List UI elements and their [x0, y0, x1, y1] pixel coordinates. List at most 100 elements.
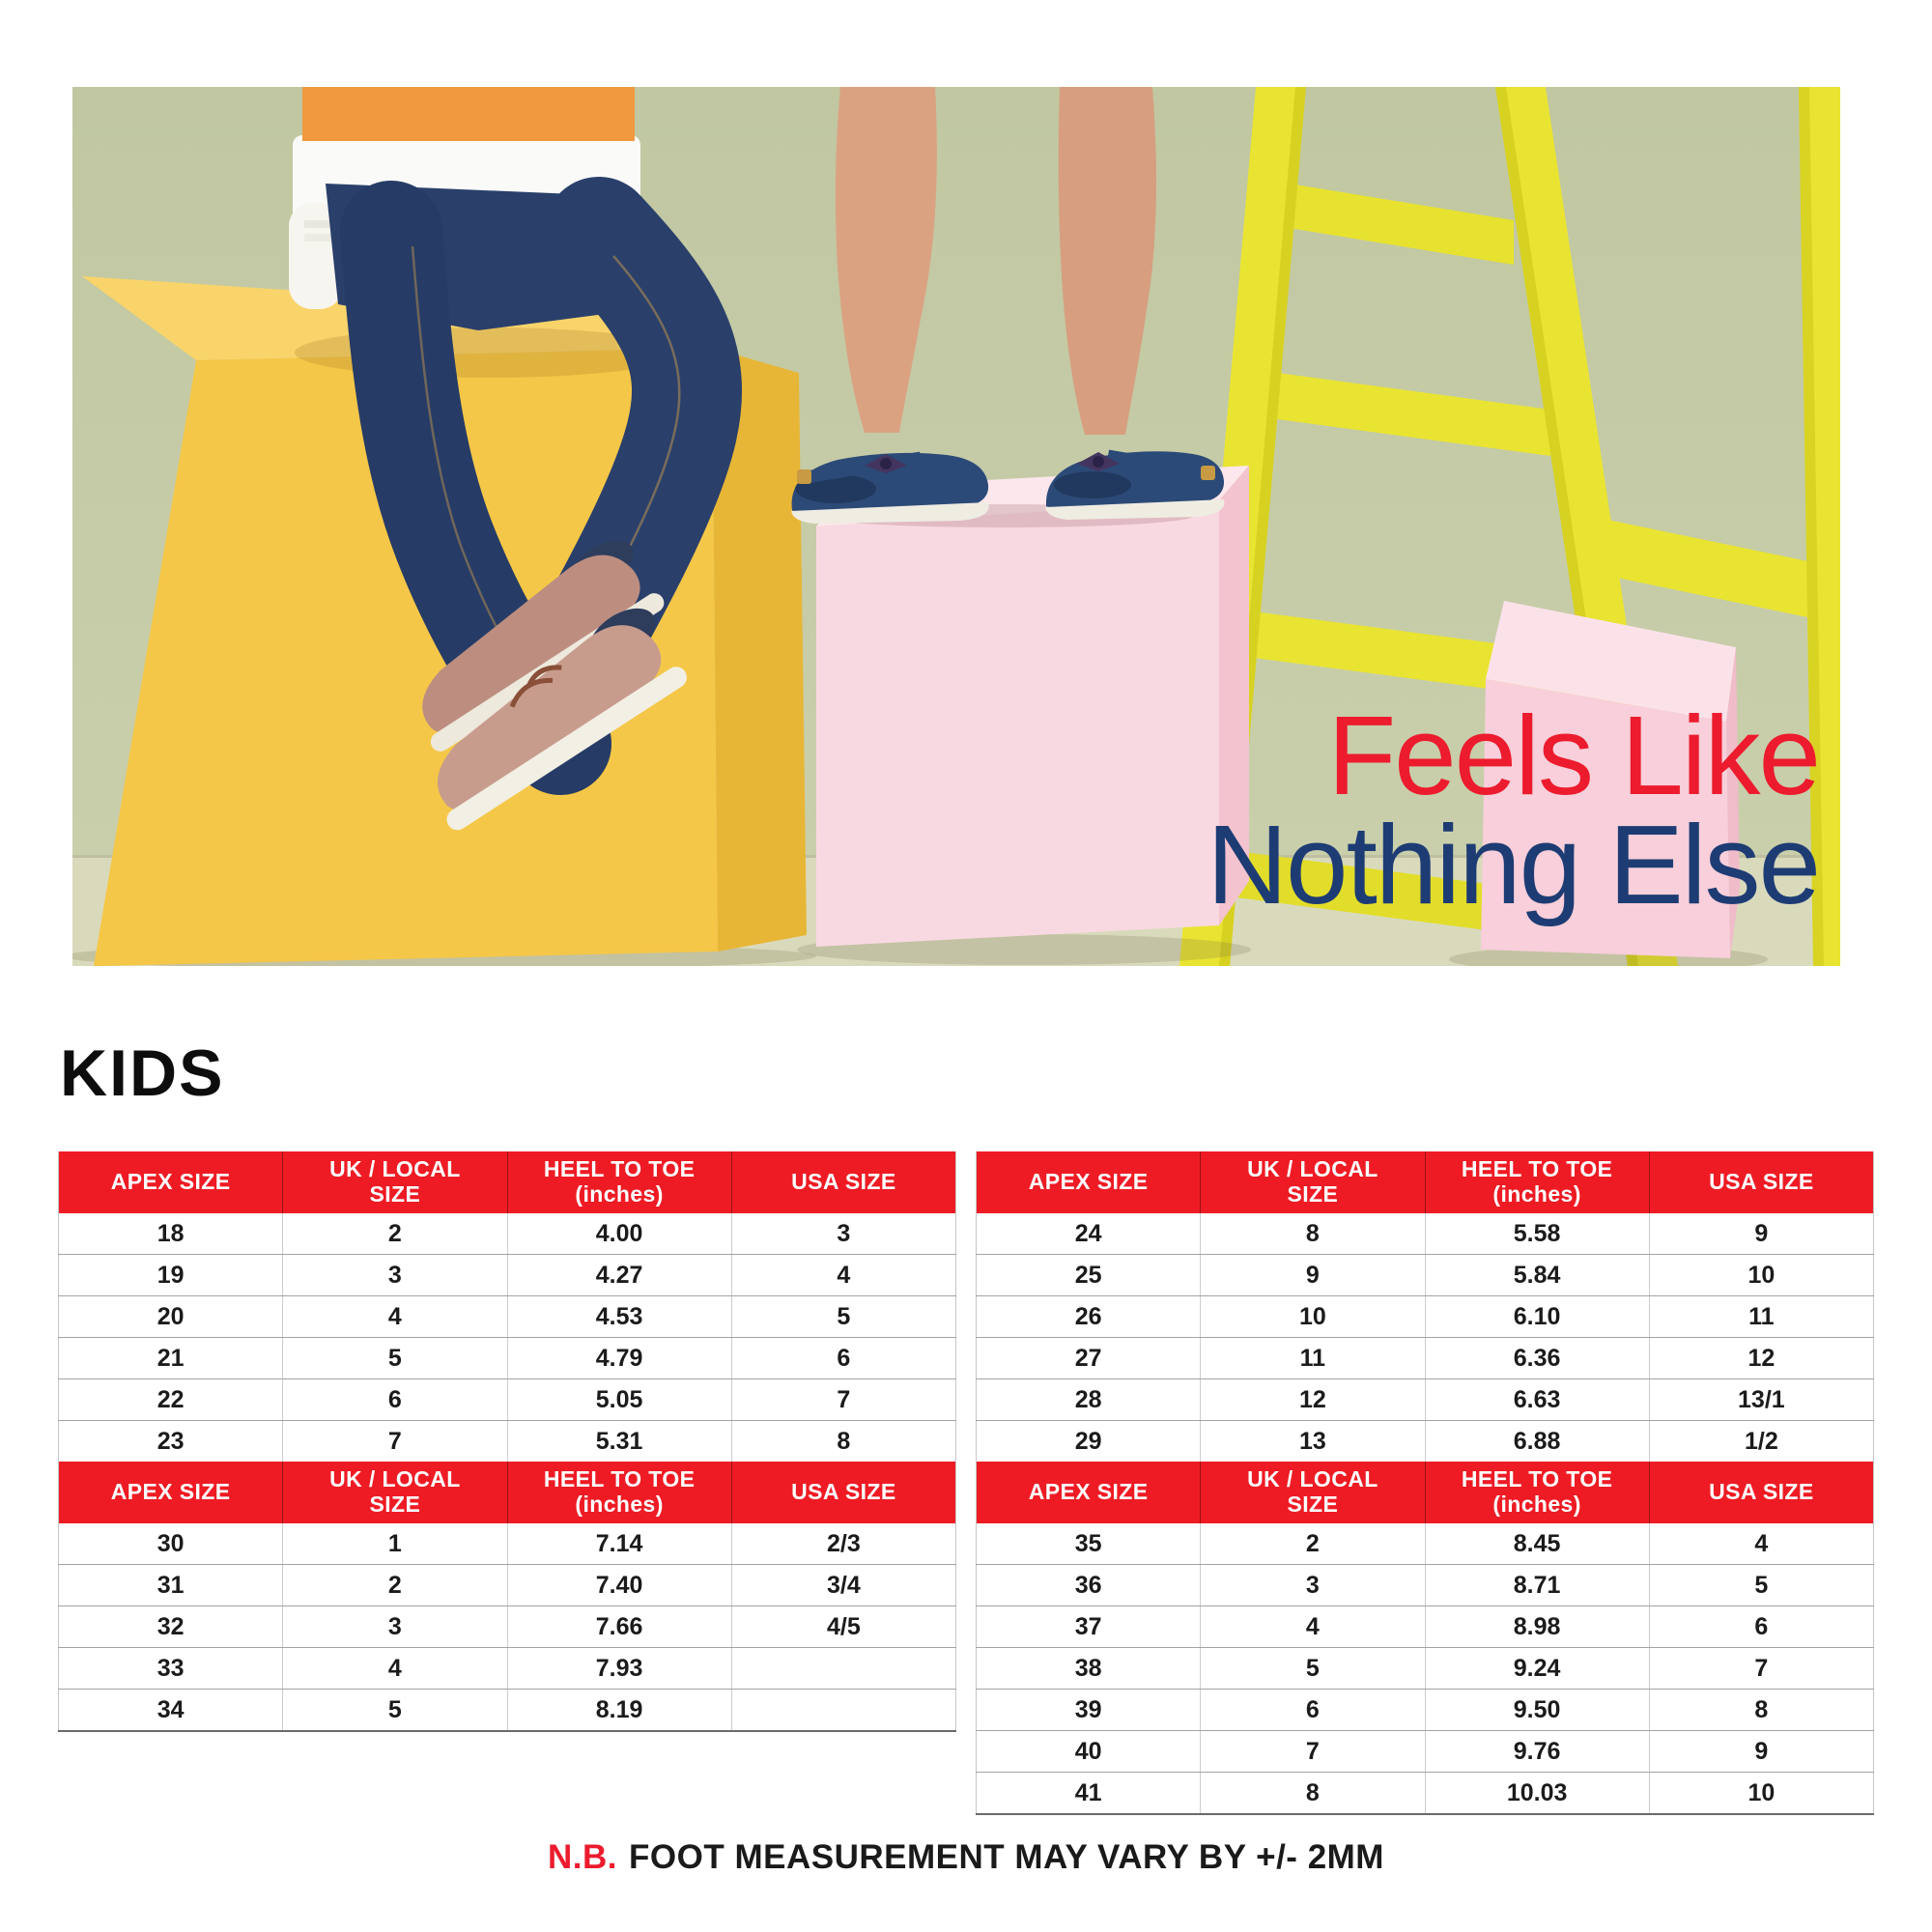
- table-cell: 33: [58, 1647, 283, 1690]
- table-cell: 13: [1200, 1420, 1425, 1463]
- table-cell: 9: [1648, 1213, 1874, 1255]
- buckle: [797, 469, 811, 484]
- table-cell: 6: [1200, 1689, 1425, 1731]
- column-header-line1: USA SIZE: [791, 1479, 896, 1505]
- table-cell: 27: [976, 1337, 1201, 1379]
- table-cell: [730, 1689, 956, 1732]
- table-row: 22 6 5.05 7: [58, 1378, 956, 1421]
- table-cell: 36: [976, 1564, 1201, 1606]
- footnote-text: FOOT MEASUREMENT MAY VARY BY +/- 2MM: [629, 1838, 1384, 1876]
- column-header: HEEL TO TOE (inches): [1424, 1462, 1650, 1523]
- table-cell: 6: [282, 1378, 507, 1421]
- standing-child: [791, 87, 1225, 524]
- column-header: USA SIZE: [730, 1151, 956, 1213]
- bow: [1077, 452, 1098, 471]
- column-header-line1: APEX SIZE: [1028, 1479, 1149, 1505]
- table-row: 29 13 6.88 1/2: [976, 1420, 1874, 1463]
- table-row: 41 8 10.03 10: [976, 1772, 1874, 1815]
- table-cell: 12: [1200, 1378, 1425, 1421]
- table-row: 35 2 8.45 4: [976, 1523, 1874, 1565]
- column-header-line1: UK / LOCAL: [1247, 1156, 1378, 1182]
- table-cell: 5.31: [506, 1420, 732, 1463]
- table-cell: 8.19: [506, 1689, 732, 1732]
- column-header-line1: UK / LOCAL: [329, 1156, 461, 1182]
- table-cell: 4: [282, 1647, 507, 1690]
- column-header-line2: SIZE: [1287, 1181, 1339, 1207]
- column-header-line1: USA SIZE: [1709, 1169, 1814, 1195]
- shoe-sole: [446, 667, 687, 831]
- table-cell: 5.84: [1424, 1254, 1650, 1296]
- table-cell: 10: [1648, 1254, 1874, 1296]
- table-cell: 7.40: [506, 1564, 732, 1606]
- column-header: UK / LOCAL SIZE: [1200, 1462, 1425, 1523]
- table-cell: 24: [976, 1213, 1201, 1255]
- pink-pedestal: [797, 466, 1251, 965]
- table-cell: 10.03: [1424, 1772, 1650, 1815]
- table-cell: 5: [282, 1337, 507, 1379]
- header-row: APEX SIZE UK / LOCAL SIZE HEEL TO TOE (inche…: [58, 1462, 956, 1523]
- mary-jane-shoes: [791, 449, 1225, 524]
- column-header-line2: SIZE: [1287, 1492, 1339, 1517]
- table-row: 40 7 9.76 9: [976, 1730, 1874, 1773]
- table-cell: 8: [730, 1420, 956, 1463]
- table-row: 39 6 9.50 8: [976, 1689, 1874, 1731]
- table-cell: 34: [58, 1689, 283, 1732]
- table-cell: 11: [1648, 1295, 1874, 1338]
- column-header: USA SIZE: [1648, 1462, 1874, 1523]
- table-row: 34 5 8.19: [58, 1689, 956, 1732]
- column-header-line2: (inches): [1492, 1492, 1581, 1517]
- shoe-sole: [1045, 499, 1225, 520]
- size-table-4: APEX SIZE UK / LOCAL SIZE HEEL TO TOE (inche…: [976, 1462, 1874, 1815]
- table-cell: 1/2: [1648, 1420, 1874, 1463]
- small-pink-cube: [1449, 601, 1768, 966]
- table-cell: 3/4: [730, 1564, 956, 1606]
- column-header: HEEL TO TOE (inches): [506, 1462, 732, 1523]
- footnote-prefix: N.B.: [548, 1838, 618, 1876]
- table-cell: 7: [730, 1378, 956, 1421]
- table-cell: [730, 1647, 956, 1690]
- table-row: 19 3 4.27 4: [58, 1254, 956, 1296]
- table-cell: 7: [1648, 1647, 1874, 1690]
- table-cell: 4: [730, 1254, 956, 1296]
- table-cell: 9: [1200, 1254, 1425, 1296]
- table-row: 36 3 8.71 5: [976, 1564, 1874, 1606]
- column-header: UK / LOCAL SIZE: [282, 1462, 507, 1523]
- table-cell: 20: [58, 1295, 283, 1338]
- column-header: APEX SIZE: [976, 1462, 1201, 1523]
- table-row: 28 12 6.63 13/1: [976, 1378, 1874, 1421]
- column-header-line1: HEEL TO TOE: [1461, 1466, 1613, 1492]
- table-row: 32 3 7.66 4/5: [58, 1605, 956, 1648]
- table-cell: 9: [1648, 1730, 1874, 1773]
- right-leg: [1058, 87, 1156, 435]
- table-cell: 6.36: [1424, 1337, 1650, 1379]
- table-row: 27 11 6.36 12: [976, 1337, 1874, 1379]
- table-cell: 28: [976, 1378, 1201, 1421]
- table-cell: 31: [58, 1564, 283, 1606]
- table-cell: 5: [730, 1295, 956, 1338]
- column-header: UK / LOCAL SIZE: [282, 1151, 507, 1213]
- table-cell: 4: [282, 1295, 507, 1338]
- column-header: HEEL TO TOE (inches): [1424, 1151, 1650, 1213]
- column-header: APEX SIZE: [976, 1151, 1201, 1213]
- table-row: 20 4 4.53 5: [58, 1295, 956, 1338]
- table-cell: 41: [976, 1772, 1201, 1815]
- table-row: 18 2 4.00 3: [58, 1213, 956, 1255]
- table-cell: 7: [1200, 1730, 1425, 1773]
- table-cell: 5: [1200, 1647, 1425, 1690]
- column-header-line1: HEEL TO TOE: [543, 1466, 696, 1492]
- shoe-strap: [1106, 449, 1214, 480]
- table-cell: 4: [1200, 1605, 1425, 1648]
- table-cell: 3: [282, 1605, 507, 1648]
- column-header-line1: USA SIZE: [1709, 1479, 1814, 1505]
- footnote: N.B. FOOT MEASUREMENT MAY VARY BY +/- 2MM: [0, 1838, 1932, 1877]
- table-cell: 1: [282, 1523, 507, 1565]
- table-cell: 8: [1200, 1772, 1425, 1815]
- table-cell: 8.98: [1424, 1605, 1650, 1648]
- table-cell: 39: [976, 1689, 1201, 1731]
- column-header: APEX SIZE: [58, 1151, 283, 1213]
- table-cell: 9.24: [1424, 1647, 1650, 1690]
- table-row: 24 8 5.58 9: [976, 1213, 1874, 1255]
- table-cell: 19: [58, 1254, 283, 1296]
- table-cell: 4.00: [506, 1213, 732, 1255]
- table-cell: 37: [976, 1605, 1201, 1648]
